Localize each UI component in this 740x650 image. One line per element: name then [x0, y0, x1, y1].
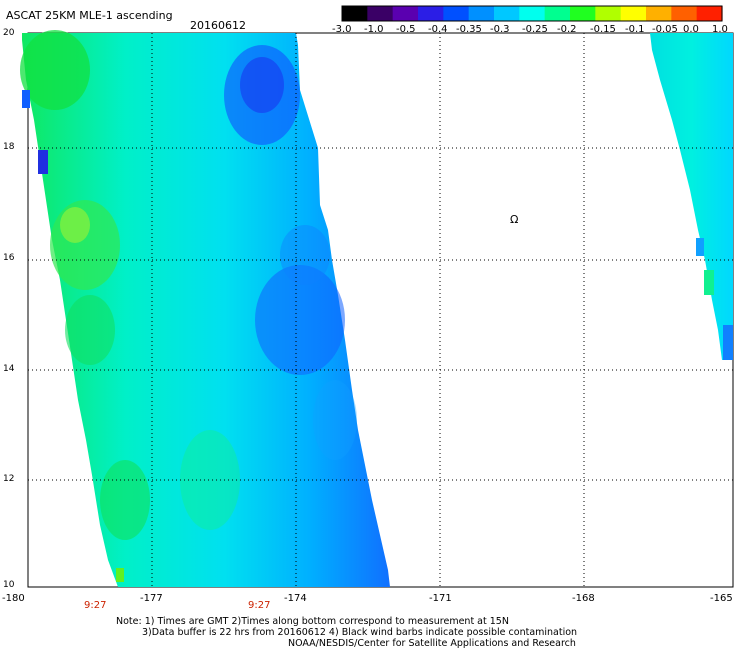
colorbar-label: -3.0	[332, 24, 352, 35]
colorbar-segment	[620, 6, 647, 21]
colorbar-segment	[519, 6, 546, 21]
lat-label: 18	[3, 142, 15, 152]
colorbar-label: -1.0	[364, 24, 384, 35]
colorbar-label: -0.35	[456, 24, 482, 35]
lat-label: 20	[3, 28, 15, 38]
colorbar-segment	[392, 6, 419, 21]
swath-left	[20, 30, 390, 587]
lat-label: 14	[3, 364, 15, 374]
colorbar-segment	[671, 6, 698, 21]
lon-label: -177	[140, 593, 163, 604]
colorbar-label: 1.0	[712, 24, 728, 35]
lon-label: -171	[429, 593, 452, 604]
colorbar-label: -0.15	[590, 24, 616, 35]
graticule	[28, 33, 733, 587]
colorbar-segment	[443, 6, 470, 21]
time-label: 9:27	[248, 600, 271, 611]
note-line-2: 3)Data buffer is 22 hrs from 20160612 4)…	[142, 627, 578, 638]
colorbar-segment	[367, 6, 394, 21]
lon-label: -174	[284, 593, 307, 604]
lon-label: -168	[572, 593, 595, 604]
swath-right	[650, 33, 733, 360]
colorbar-segment	[494, 6, 520, 21]
colorbar-segment	[342, 6, 368, 21]
colorbar-segment	[595, 6, 622, 21]
colorbar-label: -0.5	[396, 24, 416, 35]
colorbar-label: 0.0	[683, 24, 699, 35]
colorbar-outline	[341, 5, 723, 22]
colorbar-segment	[468, 6, 495, 21]
lon-label: -180	[2, 593, 25, 604]
note-line-3: NOAA/NESDIS/Center for Satellite Applica…	[288, 638, 576, 649]
colorbar-label: -0.25	[522, 24, 548, 35]
colorbar-segment	[696, 6, 723, 21]
colorbar-label: -0.4	[428, 24, 448, 35]
lat-label: 12	[3, 474, 15, 484]
colorbar-label: -0.2	[557, 24, 577, 35]
colorbar-segment	[646, 6, 672, 21]
colorbar-label: -0.1	[625, 24, 645, 35]
colorbar-segment	[544, 6, 571, 21]
colorbar-label: -0.05	[652, 24, 678, 35]
note-line-1: Note: 1) Times are GMT 2)Times along bot…	[116, 616, 509, 627]
colorbar-label: -0.3	[490, 24, 510, 35]
date-label: 20160612	[190, 19, 246, 32]
title: ASCAT 25KM MLE-1 ascending	[6, 9, 173, 22]
lat-label: 16	[3, 253, 15, 263]
colorbar-segment	[418, 6, 444, 21]
wind-barb-marker: Ω	[510, 213, 518, 226]
lon-label: -165	[710, 593, 733, 604]
colorbar-segment	[570, 6, 596, 21]
time-label: 9:27	[84, 600, 107, 611]
colorbar	[341, 5, 723, 22]
lat-label: 10	[3, 580, 15, 590]
